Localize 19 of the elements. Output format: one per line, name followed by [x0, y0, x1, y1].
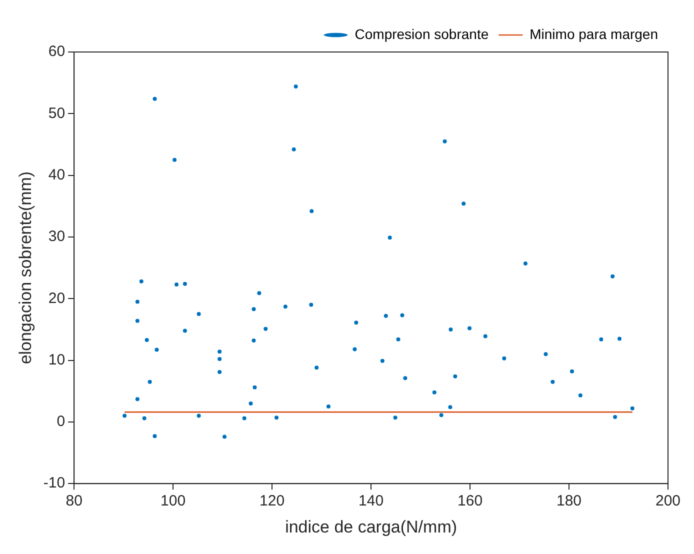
x-tick-label: 200 [655, 492, 681, 510]
y-tick-label: 0 [56, 413, 66, 430]
x-tick-label: 120 [260, 492, 285, 510]
y-tick-label: 50 [48, 104, 66, 122]
y-tick-label: 40 [48, 166, 66, 184]
y-tick-label: 30 [48, 228, 66, 246]
y-axis-title: elongacion sobrente(mm) [16, 171, 35, 364]
x-tick-label: 140 [358, 492, 384, 510]
x-tick-label: 100 [160, 492, 186, 510]
y-tick-label: -10 [43, 474, 66, 492]
legend-label: Compresion sobrante [354, 26, 489, 42]
y-tick-label: 20 [48, 290, 66, 307]
y-tick-label: 60 [48, 43, 66, 60]
x-tick-label: 160 [458, 492, 483, 510]
y-tick-label: 10 [48, 351, 66, 368]
legend-label: Minimo para margen [530, 26, 658, 42]
x-tick-label: 180 [556, 492, 582, 510]
x-tick-label: 80 [66, 492, 82, 510]
x-axis-title: indice de carga(N/mm) [285, 517, 458, 536]
